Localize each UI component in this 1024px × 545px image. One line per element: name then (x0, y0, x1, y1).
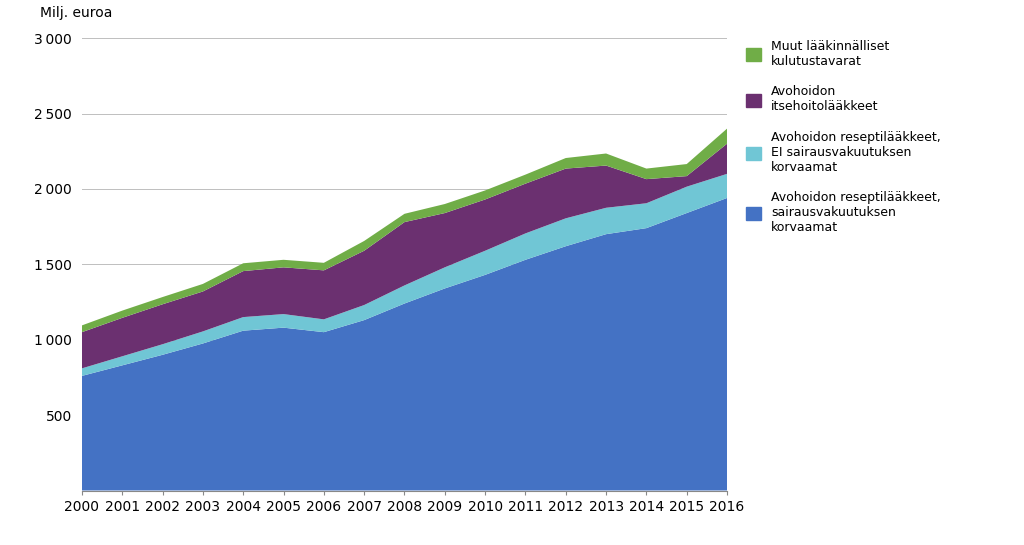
Text: Milj. euroa: Milj. euroa (40, 6, 113, 20)
Legend: Muut lääkinnälliset
kulutustavarat, Avohoidon
itsehoitolääkkeet, Avohoidon resep: Muut lääkinnälliset kulutustavarat, Avoh… (746, 40, 941, 234)
